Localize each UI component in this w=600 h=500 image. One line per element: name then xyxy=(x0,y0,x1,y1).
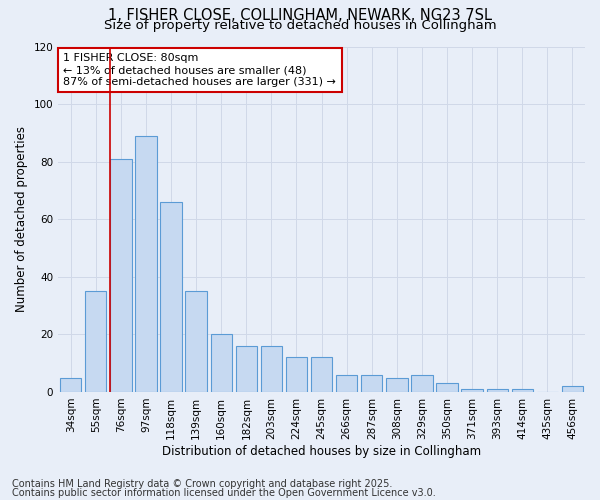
Bar xyxy=(236,346,257,392)
Bar xyxy=(136,136,157,392)
Bar xyxy=(436,384,458,392)
Bar xyxy=(487,389,508,392)
Text: 1, FISHER CLOSE, COLLINGHAM, NEWARK, NG23 7SL: 1, FISHER CLOSE, COLLINGHAM, NEWARK, NG2… xyxy=(108,8,492,22)
Bar xyxy=(261,346,282,392)
Bar xyxy=(386,378,407,392)
Text: Contains public sector information licensed under the Open Government Licence v3: Contains public sector information licen… xyxy=(12,488,436,498)
Bar xyxy=(336,374,358,392)
Bar xyxy=(562,386,583,392)
Bar xyxy=(85,291,106,392)
Y-axis label: Number of detached properties: Number of detached properties xyxy=(15,126,28,312)
Bar xyxy=(60,378,82,392)
Bar xyxy=(311,358,332,392)
Bar xyxy=(185,291,207,392)
Bar xyxy=(461,389,483,392)
Text: 1 FISHER CLOSE: 80sqm
← 13% of detached houses are smaller (48)
87% of semi-deta: 1 FISHER CLOSE: 80sqm ← 13% of detached … xyxy=(64,54,337,86)
Bar xyxy=(411,374,433,392)
Text: Size of property relative to detached houses in Collingham: Size of property relative to detached ho… xyxy=(104,19,496,32)
X-axis label: Distribution of detached houses by size in Collingham: Distribution of detached houses by size … xyxy=(162,444,481,458)
Bar xyxy=(110,159,131,392)
Bar xyxy=(512,389,533,392)
Bar xyxy=(286,358,307,392)
Bar xyxy=(160,202,182,392)
Bar xyxy=(361,374,382,392)
Bar xyxy=(211,334,232,392)
Text: Contains HM Land Registry data © Crown copyright and database right 2025.: Contains HM Land Registry data © Crown c… xyxy=(12,479,392,489)
